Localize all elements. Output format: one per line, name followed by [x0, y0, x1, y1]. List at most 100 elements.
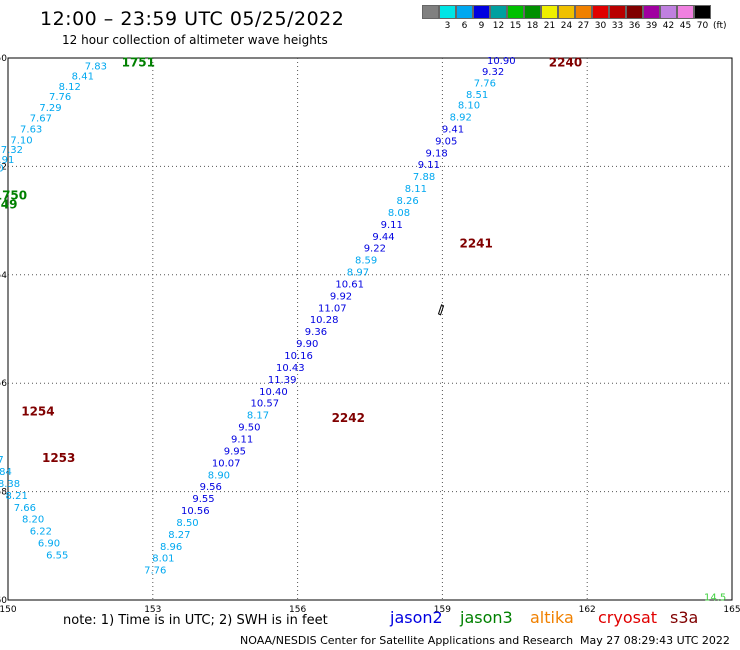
color-scale-label: 9	[478, 21, 485, 31]
wave-height-value: 8.90	[208, 470, 230, 481]
wave-height-value: 10.40	[259, 387, 288, 398]
wave-height-value: 7.66	[14, 503, 36, 514]
color-swatch	[558, 5, 575, 19]
wave-height-value: 10.07	[212, 458, 241, 469]
wave-height-value: 9.11	[381, 220, 403, 231]
color-scale-label: 42	[662, 21, 675, 31]
wave-height-value: 9.92	[330, 291, 352, 302]
track-marker-icon	[437, 304, 445, 316]
wave-height-value: 7.76	[49, 92, 71, 103]
color-scale-label: 39	[645, 21, 658, 31]
y-tick-label: -60	[0, 596, 7, 606]
wave-height-value: 8.41	[72, 71, 94, 82]
color-scale	[422, 5, 711, 19]
color-scale-label: 33	[611, 21, 624, 31]
wave-height-value: 9.44	[372, 232, 394, 243]
color-scale-label: 3	[444, 21, 451, 31]
x-tick-label: 159	[434, 605, 451, 615]
wave-height-value: 10.90	[487, 56, 516, 67]
legend-item: altika	[530, 608, 574, 627]
y-tick-label: -50	[0, 54, 7, 64]
wave-height-value: 6.55	[46, 550, 68, 561]
wave-height-value: 8.10	[458, 101, 480, 112]
pass-time-label: 2242	[332, 411, 365, 425]
wave-height-value: 7.91	[0, 155, 14, 166]
color-swatch	[592, 5, 609, 19]
y-tick-label: -56	[0, 379, 7, 389]
wave-height-value: 9.11	[418, 160, 440, 171]
wave-height-value: 6.90	[38, 539, 60, 550]
legend-item: s3a	[670, 608, 699, 627]
pass-time-label: 2241	[459, 236, 492, 250]
color-scale-label: 15	[509, 21, 522, 31]
color-swatch	[626, 5, 643, 19]
wave-height-value: 8.38	[0, 479, 20, 490]
wave-height-value: 7.88	[413, 172, 435, 183]
color-scale-label: 18	[526, 21, 539, 31]
pass-time-label: 1751	[122, 55, 155, 69]
wave-height-value: 9.56	[200, 482, 222, 493]
x-tick-label: 150	[0, 605, 17, 615]
color-swatch	[660, 5, 677, 19]
x-tick-label: 156	[289, 605, 306, 615]
wave-height-value: 10.28	[310, 315, 339, 326]
wave-height-value: 10.61	[335, 279, 364, 290]
color-swatch	[643, 5, 660, 19]
color-scale-label: 21	[543, 21, 556, 31]
wave-height-value: 9.95	[224, 446, 246, 457]
wave-height-value: 8.51	[466, 90, 488, 101]
wave-height-value: 6.22	[30, 527, 52, 538]
color-scale-label: 36	[628, 21, 641, 31]
color-swatch	[694, 5, 711, 19]
wave-height-value: 9.32	[482, 67, 504, 78]
pass-time-label: 2240	[549, 55, 582, 69]
pass-time-label: 1253	[42, 451, 75, 465]
color-swatch	[439, 5, 456, 19]
wave-height-value: 9.55	[192, 494, 214, 505]
footer-note: note: 1) Time is in UTC; 2) SWH is in fe…	[63, 613, 328, 628]
wave-height-value: 7.32	[1, 145, 23, 156]
wave-height-value: 8.96	[160, 542, 182, 553]
chart-title: 12:00 – 23:59 UTC 05/25/2022	[40, 8, 345, 30]
color-swatch	[609, 5, 626, 19]
wave-height-value: 8.20	[22, 515, 44, 526]
wave-height-value: 9.05	[435, 136, 457, 147]
color-swatch	[456, 5, 473, 19]
wave-height-value: 9.18	[425, 148, 447, 159]
wave-height-value: 8.08	[388, 208, 410, 219]
wave-height-value: 8.92	[450, 113, 472, 124]
wave-height-value: 8.01	[152, 554, 174, 565]
color-scale-label: 24	[560, 21, 573, 31]
color-scale-labels: 3 6 9 12 15 18 21 24 27 30 33 36 39 42 45 70	[422, 21, 711, 31]
wave-height-value: 8.27	[168, 530, 190, 541]
wave-height-value: 7.76	[144, 566, 166, 577]
wave-height-value: 9.11	[231, 434, 253, 445]
color-swatch	[490, 5, 507, 19]
timestamp-text: May 27 08:29:43 UTC 2022	[580, 634, 730, 647]
wave-height-value: 11.39	[268, 375, 297, 386]
color-swatch	[422, 5, 439, 19]
color-swatch	[524, 5, 541, 19]
wave-height-value: 8.50	[176, 518, 198, 529]
wave-height-value: 9.90	[296, 339, 318, 350]
pass-time-label: 1254	[21, 404, 54, 418]
color-scale-label: 6	[461, 21, 468, 31]
color-swatch	[473, 5, 490, 19]
wave-height-value: 9.50	[238, 423, 260, 434]
wave-height-value: 10.16	[284, 351, 313, 362]
pass-time-label: 1749	[0, 197, 17, 211]
wave-height-value: 8.77	[0, 455, 4, 466]
y-tick-label: -54	[0, 271, 7, 281]
wave-height-value: 7.29	[39, 103, 61, 114]
wave-height-value: 8.84	[0, 467, 12, 478]
wave-height-value: 8.26	[397, 196, 419, 207]
color-scale-unit: (ft)	[713, 21, 727, 31]
x-tick-label: 162	[579, 605, 596, 615]
wave-height-value: 8.17	[247, 411, 269, 422]
wave-height-value: 9.22	[364, 244, 386, 255]
wave-height-value: 11.07	[318, 303, 347, 314]
y-tick-label: -52	[0, 162, 7, 172]
credit-text: NOAA/NESDIS Center for Satellite Applica…	[240, 634, 574, 647]
